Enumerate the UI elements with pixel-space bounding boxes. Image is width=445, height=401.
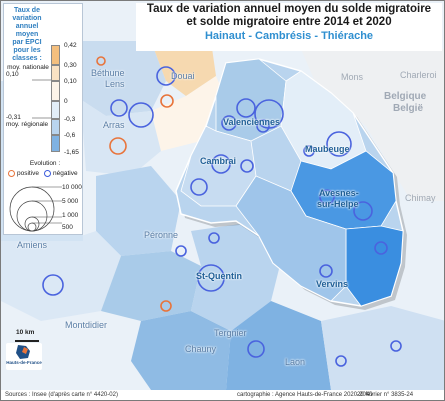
legend-regional: -0,31 moy. régionale xyxy=(6,114,49,128)
epci-southeast xyxy=(321,306,444,390)
label-belgie: België xyxy=(393,103,424,114)
subtitle: Hainaut - Cambrésis - Thiérache xyxy=(204,30,374,42)
epci-laon xyxy=(226,301,331,390)
circles-negative xyxy=(42,66,402,367)
title-box: Taux de variation annuel moyen du solde … xyxy=(136,3,442,51)
label-belgique: Belgique xyxy=(384,91,427,102)
label-lens: Lens xyxy=(105,79,125,89)
label-amiens: Amiens xyxy=(17,240,48,250)
label-arras: Arras xyxy=(103,120,125,130)
legend-swatch-1 xyxy=(51,65,60,81)
logo-text: Hauts-de-France xyxy=(6,360,42,365)
positive-ring-icon xyxy=(8,170,15,177)
title-line-2: et solde migratoire entre 2014 et 2020 xyxy=(186,16,392,28)
legend-break-5: -0,6 xyxy=(64,132,76,139)
label-mons: Mons xyxy=(341,72,364,82)
legend-evolution-title: Evolution : xyxy=(29,160,61,167)
legend: Taux de variation annuel moyen par EPCI … xyxy=(3,3,83,235)
label-chauny: Chauny xyxy=(185,344,217,354)
legend-swatch-5 xyxy=(51,135,60,152)
legend-size-5000: 5 000 xyxy=(62,198,79,205)
epci-southwest-1 xyxy=(96,166,181,256)
footer-sources: Sources : Insee (d'après carte n° 4420-0… xyxy=(5,392,118,398)
legend-size-500: 500 xyxy=(62,224,73,231)
epci-west-1 xyxy=(83,41,166,116)
label-tergnier: Tergnier xyxy=(214,328,247,338)
legend-national: moy. nationale 0,10 xyxy=(6,64,49,78)
label-bethune: Béthune xyxy=(91,68,125,78)
label-avesnes-1: Avesnes- xyxy=(319,188,359,198)
legend-swatch-0 xyxy=(51,45,60,65)
footer-cartography: cartographie : Agence Hauts-de-France 20… xyxy=(237,392,373,398)
legend-title: Taux de variation annuel moyen par EPCI … xyxy=(12,7,42,62)
epci-southwest-2 xyxy=(1,231,121,321)
legend-positive: positive xyxy=(8,170,39,177)
belgium-area xyxy=(301,49,444,201)
label-charleroi: Charleroi xyxy=(400,70,437,80)
legend-break-6: -1,65 xyxy=(64,149,79,156)
epci-south-1 xyxy=(101,251,201,321)
negative-ring-icon xyxy=(44,170,51,177)
label-chimay: Chimay xyxy=(405,193,436,203)
region-map-icon xyxy=(16,345,30,359)
legend-pointers xyxy=(32,79,51,119)
logo: Hauts-de-France xyxy=(6,343,42,370)
scale-bar xyxy=(15,340,39,342)
scale-label: 10 km xyxy=(16,329,35,336)
label-maubeuge: Maubeuge xyxy=(305,144,350,154)
legend-break-3: 0 xyxy=(64,98,68,105)
footer: Sources : Insee (d'après carte n° 4420-0… xyxy=(1,390,444,400)
label-st-quentin: St-Quentin xyxy=(196,271,242,281)
legend-size-circles xyxy=(9,186,62,232)
label-cambrai: Cambrai xyxy=(200,156,237,166)
legend-swatch-2 xyxy=(51,81,60,101)
study-region xyxy=(175,58,407,310)
legend-size-1000: 1 000 xyxy=(62,212,79,219)
label-vervins: Vervins xyxy=(316,279,349,289)
epci-south-2 xyxy=(131,311,231,390)
label-avesnes-2: sur-Helpe xyxy=(317,199,359,209)
label-valenciennes: Valenciennes xyxy=(223,117,281,127)
label-douai: Douai xyxy=(171,71,195,81)
footer-date-ref: 20 février n° 3835-24 xyxy=(357,392,414,398)
legend-negative: négative xyxy=(44,170,78,177)
circles-positive xyxy=(96,56,174,312)
legend-break-2: 0,10 xyxy=(64,78,77,85)
epci-st-quentin xyxy=(191,221,281,331)
label-montdidier: Montdidier xyxy=(65,320,108,330)
title-line-1: Taux de variation annuel moyen du solde … xyxy=(146,3,432,15)
legend-swatch-3 xyxy=(51,101,60,119)
label-laon: Laon xyxy=(285,357,306,367)
epci-near-cambrai xyxy=(151,76,231,151)
label-peronne: Péronne xyxy=(144,230,179,240)
legend-size-10000: 10 000 xyxy=(62,184,82,191)
legend-break-4: -0,3 xyxy=(64,116,76,123)
epci-douai xyxy=(151,41,216,96)
legend-break-1: 0,30 xyxy=(64,62,77,69)
legend-swatch-4 xyxy=(51,119,60,135)
legend-break-0: 0,42 xyxy=(64,42,77,49)
